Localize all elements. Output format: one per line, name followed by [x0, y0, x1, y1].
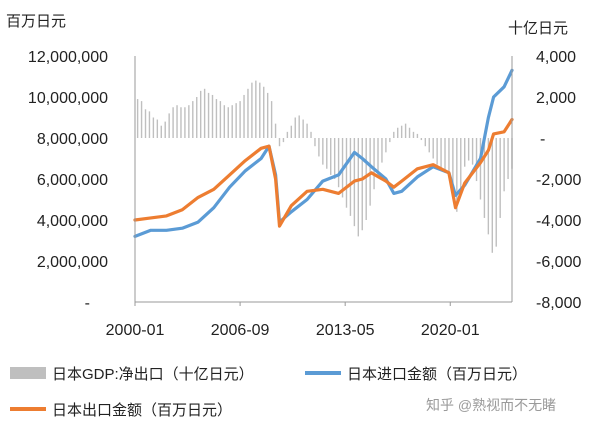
- net-exports-bars: [136, 80, 513, 253]
- right-tick-label: 4,000: [536, 49, 576, 66]
- legend-label: 日本GDP:净出口（十亿日元）: [52, 366, 254, 383]
- x-axis-ticks: 2000-01 2006-09 2013-05 2020-01: [106, 302, 480, 339]
- legend-item-net-exports: 日本GDP:净出口（十亿日元）: [10, 366, 254, 383]
- right-tick-label: -2,000: [536, 172, 581, 189]
- x-tick-label: 2006-09: [211, 322, 270, 339]
- left-tick-label: 6,000,000: [37, 172, 108, 189]
- chart-lines: [133, 68, 514, 238]
- right-tick-label: -4,000: [536, 213, 581, 230]
- legend-item-exports: 日本出口金额（百万日元）: [10, 402, 232, 419]
- legend: 日本GDP:净出口（十亿日元） 日本进口金额（百万日元） 日本出口金额（百万日元）: [10, 366, 527, 419]
- right-tick-label: -: [540, 131, 545, 148]
- x-tick-label: 2020-01: [421, 322, 480, 339]
- left-axis-ticks: 12,000,000 10,000,000 8,000,000 6,000,000 4,…: [28, 49, 108, 312]
- right-tick-label: -6,000: [536, 254, 581, 271]
- left-tick-label: 8,000,000: [37, 131, 108, 148]
- left-tick-label: 10,000,000: [28, 90, 108, 107]
- legend-item-imports: 日本进口金额（百万日元）: [305, 366, 527, 383]
- left-tick-label: 2,000,000: [37, 254, 108, 271]
- watermark: 知乎 @熟视而不无睹: [426, 397, 556, 413]
- right-tick-label: 2,000: [536, 90, 576, 107]
- legend-label: 日本进口金额（百万日元）: [347, 366, 527, 383]
- right-axis-ticks: 4,000 2,000 - -2,000 -4,000 -6,000 -8,000: [536, 49, 581, 312]
- legend-swatch: [10, 367, 46, 379]
- left-axis-unit: 百万日元: [6, 13, 66, 30]
- left-tick-label: 4,000,000: [37, 213, 108, 230]
- left-tick-label: -: [85, 295, 90, 312]
- right-tick-label: -8,000: [536, 295, 581, 312]
- x-tick-label: 2013-05: [316, 322, 375, 339]
- axes: [134, 56, 513, 303]
- right-axis-unit: 十亿日元: [508, 20, 568, 37]
- legend-label: 日本出口金额（百万日元）: [52, 402, 232, 419]
- x-tick-label: 2000-01: [106, 322, 165, 339]
- left-tick-label: 12,000,000: [28, 49, 108, 66]
- export-amount-line: [133, 117, 514, 228]
